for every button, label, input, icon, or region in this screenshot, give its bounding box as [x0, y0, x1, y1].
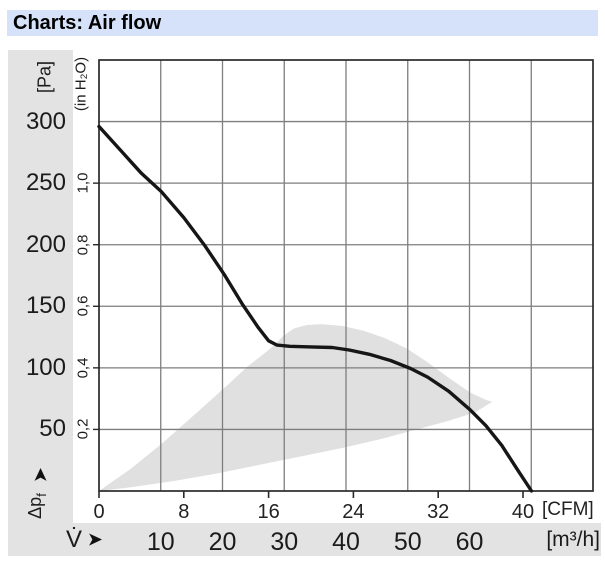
- y-tick-label-pa: 300: [25, 107, 66, 135]
- y-tick-label-pa: 50: [39, 415, 66, 443]
- y-tick-label-pa: 250: [25, 169, 66, 197]
- fan-curve: [97, 124, 534, 493]
- y-tick-label-pa: 200: [25, 230, 66, 258]
- delta-p-subscript: f: [33, 493, 49, 497]
- x-tick-label-cfm: 0: [93, 501, 105, 523]
- x-tick-label-m3h: 20: [208, 528, 237, 556]
- x-tick-label-m3h: 40: [332, 528, 360, 556]
- section-title-bar: Charts: Air flow: [7, 10, 598, 36]
- x-tick-label-cfm: 8: [178, 501, 190, 523]
- y-axis-unit-pa: [Pa]: [34, 60, 55, 94]
- x-axis-direction-arrow-icon: ➤: [87, 529, 103, 551]
- delta-p-text: Δp: [25, 496, 46, 519]
- x-tick-label-m3h: 10: [146, 528, 175, 556]
- page-title: Charts: Air flow: [13, 11, 162, 34]
- x-tick-label-cfm: 32: [427, 501, 450, 523]
- y-axis-direction-arrow-icon: ➤: [30, 467, 52, 483]
- y-tick-label-inh2o: 0,8: [74, 234, 92, 256]
- x-axis-unit-cfm: [CFM]: [542, 499, 594, 520]
- y-axis-label-band: [8, 50, 73, 556]
- y-tick-label-inh2o: 0,2: [74, 418, 92, 440]
- y-tick-label-inh2o: 0,6: [74, 295, 92, 317]
- x-axis-label-band: [8, 523, 601, 556]
- x-tick-label-cfm: 40: [511, 501, 535, 523]
- x-axis-symbol-vdot: V̇: [65, 526, 83, 553]
- y-tick-label-inh2o: 1,0: [74, 172, 92, 194]
- x-tick-label-cfm: 24: [342, 501, 365, 523]
- x-tick-label-m3h: 30: [270, 528, 299, 556]
- y-tick-label-inh2o: 0,4: [74, 357, 92, 379]
- y-tick-label-pa: 100: [25, 353, 66, 381]
- y-axis-unit-inh2o: (in H₂O): [72, 56, 90, 112]
- y-axis-symbol-dpf: Δpf: [25, 493, 49, 519]
- plot-border: [98, 59, 594, 492]
- x-tick-label-m3h: 60: [455, 528, 484, 556]
- x-tick-label-cfm: 16: [257, 501, 280, 523]
- operating-region: [99, 324, 493, 491]
- x-axis-unit-m3h: [m³/h]: [546, 528, 600, 551]
- x-tick-label-m3h: 50: [393, 528, 422, 556]
- y-tick-label-pa: 150: [25, 292, 66, 320]
